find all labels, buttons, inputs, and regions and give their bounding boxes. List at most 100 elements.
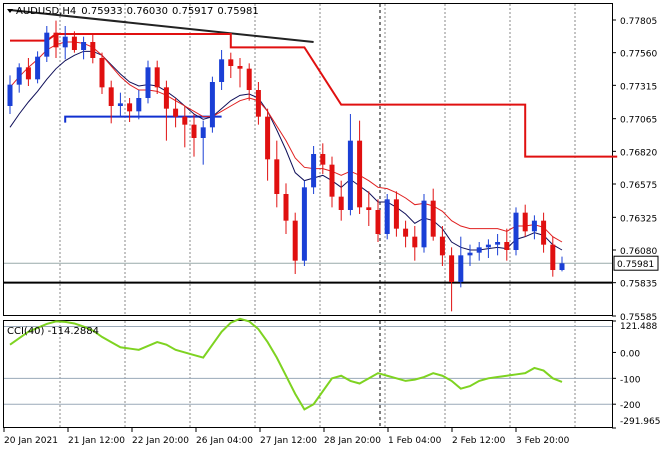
time-tick-label: 2 Feb 12:00 bbox=[452, 436, 506, 446]
main-panel-border bbox=[3, 3, 613, 316]
candle-body bbox=[541, 220, 547, 245]
candle-body bbox=[311, 154, 317, 188]
time-tick-label: 22 Jan 20:00 bbox=[132, 436, 189, 446]
candle-body bbox=[550, 244, 556, 270]
candle-body bbox=[495, 242, 501, 245]
cci-tick-label: -100 bbox=[620, 375, 641, 385]
candle-body bbox=[108, 87, 114, 106]
candle-body bbox=[301, 187, 307, 261]
candle-body bbox=[154, 67, 160, 88]
chart-header: AUDUSD,H4 0.75933 0.76030 0.75917 0.75981 bbox=[7, 6, 259, 17]
candle-body bbox=[292, 220, 298, 261]
candle-body bbox=[430, 200, 436, 237]
grid bbox=[59, 4, 576, 428]
candle-body bbox=[117, 103, 123, 106]
candle-body bbox=[62, 36, 68, 48]
current-price-label: 0.75981 bbox=[617, 260, 654, 270]
triangle-down-icon bbox=[7, 9, 13, 13]
close-value: 0.75981 bbox=[217, 6, 258, 17]
overlays bbox=[4, 9, 618, 284]
cci-label: CCI(40) -114.2884 bbox=[7, 326, 99, 337]
time-tick-label: 28 Jan 20:00 bbox=[324, 436, 381, 446]
candle-body bbox=[71, 36, 77, 50]
price-tick-label: 0.76080 bbox=[620, 247, 657, 257]
candle-body bbox=[44, 32, 50, 57]
price-tick-label: 0.77560 bbox=[620, 50, 657, 60]
candle-body bbox=[403, 228, 409, 237]
price-tick-label: 0.76820 bbox=[620, 148, 657, 158]
low-value: 0.75917 bbox=[172, 6, 213, 17]
candle-body bbox=[338, 196, 344, 210]
open-value: 0.75933 bbox=[81, 6, 122, 17]
cci-line bbox=[9, 317, 563, 411]
price-tick-label: 0.75585 bbox=[620, 313, 657, 323]
candle-body bbox=[375, 210, 381, 234]
price-tick-label: 0.77805 bbox=[620, 17, 657, 27]
candle-body bbox=[329, 164, 335, 197]
candle-body bbox=[393, 199, 399, 229]
candle-body bbox=[504, 242, 510, 250]
candle-body bbox=[35, 56, 41, 80]
support-segment-line bbox=[64, 115, 222, 123]
candle-body bbox=[274, 159, 280, 194]
candle-body bbox=[467, 252, 473, 256]
candle-body bbox=[366, 207, 372, 210]
candle-body bbox=[136, 98, 142, 112]
candle-body bbox=[182, 116, 188, 125]
candle-body bbox=[485, 244, 491, 248]
candle-body bbox=[265, 116, 271, 160]
price-tick-label: 0.77065 bbox=[620, 116, 657, 126]
candle-body bbox=[145, 67, 151, 98]
candle-body bbox=[559, 263, 565, 270]
trend-line bbox=[9, 9, 314, 43]
candle-body bbox=[191, 124, 197, 138]
time-tick-label: 21 Jan 12:00 bbox=[68, 436, 125, 446]
cci-indicator bbox=[4, 317, 612, 411]
candle-body bbox=[384, 199, 390, 234]
cci-tick-label: 121.488 bbox=[620, 322, 657, 332]
current-price-box bbox=[613, 255, 659, 271]
price-tick-label: 0.75835 bbox=[620, 280, 657, 290]
candle-body bbox=[522, 212, 528, 232]
candle-body bbox=[209, 82, 215, 128]
cci-tick-label: -291.9651 bbox=[620, 417, 660, 427]
candle-body bbox=[99, 58, 105, 88]
high-value: 0.76030 bbox=[127, 6, 168, 17]
candle-body bbox=[357, 140, 363, 208]
cci-tick-label: -200 bbox=[620, 401, 641, 411]
candle-body bbox=[513, 212, 519, 250]
candle-body bbox=[219, 59, 225, 82]
candle-body bbox=[320, 154, 326, 165]
candle-body bbox=[246, 68, 252, 90]
price-tick-label: 0.76575 bbox=[620, 181, 657, 191]
candle-body bbox=[16, 67, 22, 85]
candle-body bbox=[7, 84, 13, 106]
candle-body bbox=[347, 140, 353, 210]
symbol-label: AUDUSD,H4 bbox=[16, 6, 76, 17]
resistance-step-line bbox=[10, 33, 618, 158]
candle-body bbox=[458, 255, 464, 282]
candle-body bbox=[200, 127, 206, 138]
cci-panel-border bbox=[3, 320, 613, 428]
candle-body bbox=[283, 194, 289, 221]
candle-body bbox=[90, 42, 96, 58]
candle-body bbox=[173, 108, 179, 117]
price-tick-label: 0.76325 bbox=[620, 214, 657, 224]
price-tick-label: 0.77315 bbox=[620, 82, 657, 92]
candle-body bbox=[81, 42, 87, 50]
time-tick-label: 27 Jan 12:00 bbox=[260, 436, 317, 446]
time-tick-label: 26 Jan 04:00 bbox=[196, 436, 253, 446]
time-tick-label: 3 Feb 20:00 bbox=[516, 436, 570, 446]
candle-body bbox=[228, 59, 234, 66]
candle-body bbox=[255, 90, 261, 117]
candle-body bbox=[476, 247, 482, 253]
candle-body bbox=[412, 236, 418, 248]
candle-body bbox=[163, 87, 169, 109]
candles bbox=[7, 20, 565, 312]
candle-body bbox=[531, 220, 537, 232]
axes: 0.77805 0.77560 0.77315 0.77065 0.76820 0.765… bbox=[3, 17, 660, 446]
candle-body bbox=[25, 67, 31, 80]
candle-body bbox=[127, 103, 133, 112]
